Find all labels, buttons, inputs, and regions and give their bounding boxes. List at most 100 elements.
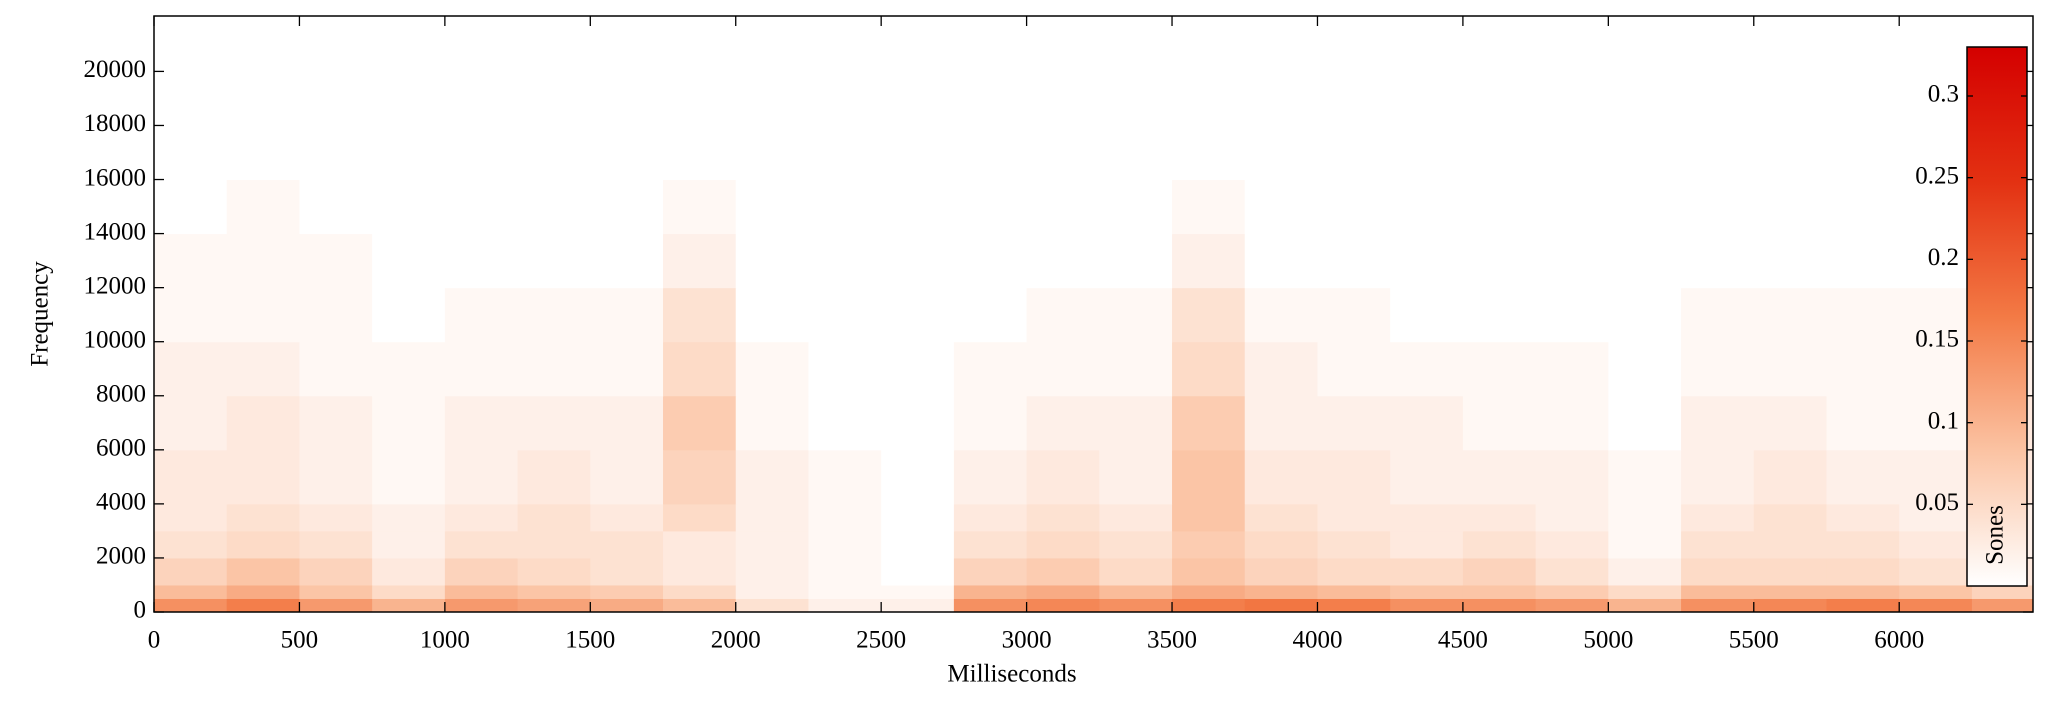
heatmap-cell <box>1172 557 1246 586</box>
heatmap-cell <box>154 16 228 181</box>
heatmap-cell <box>1099 584 1173 599</box>
heatmap-cell <box>735 503 809 532</box>
heatmap-cell <box>299 341 373 397</box>
heatmap-cell <box>808 16 882 181</box>
heatmap-cell <box>1899 449 1973 505</box>
heatmap-cell <box>808 287 882 343</box>
heatmap-cell <box>953 449 1028 505</box>
heatmap-cell <box>517 530 591 559</box>
heatmap-cell <box>1826 179 1900 235</box>
heatmap-cell <box>1826 16 1900 181</box>
heatmap-cell <box>1681 395 1755 451</box>
heatmap-cell <box>517 287 591 343</box>
heatmap-cell <box>1244 16 1318 181</box>
heatmap-cell <box>154 530 228 559</box>
heatmap-cell <box>299 287 373 343</box>
heatmap-cell <box>1608 287 1682 343</box>
heatmap-cell <box>1826 341 1900 397</box>
heatmap-cell <box>1317 16 1391 181</box>
heatmap-cell <box>590 449 664 505</box>
heatmap-cell <box>1608 179 1682 235</box>
heatmap-cell <box>444 179 519 235</box>
heatmap-cell <box>226 233 300 289</box>
heatmap-cell <box>953 179 1028 235</box>
heatmap-cell <box>1899 179 1973 235</box>
heatmap-cell <box>808 598 882 613</box>
heatmap-cell <box>1099 179 1173 235</box>
heatmap-cell <box>1172 179 1246 235</box>
heatmap-cell <box>663 449 737 505</box>
heatmap-cell <box>735 449 809 505</box>
colorbar-label: Sones <box>1982 505 2009 565</box>
heatmap-cell <box>517 557 591 586</box>
heatmap-cell <box>953 16 1028 181</box>
heatmap-cell <box>1099 503 1173 532</box>
heatmap-cell <box>1535 179 1609 235</box>
heatmap-cell <box>517 233 591 289</box>
heatmap-cell <box>1317 341 1391 397</box>
heatmap-cell <box>517 503 591 532</box>
heatmap-cell <box>1026 598 1100 613</box>
heatmap-cell <box>1899 341 1973 397</box>
heatmap-cell <box>517 16 591 181</box>
heatmap-cell <box>1244 287 1318 343</box>
heatmap-cell <box>1026 233 1100 289</box>
heatmap-cell <box>1390 598 1464 613</box>
heatmap-cell <box>444 233 519 289</box>
y-tick-label: 8000 <box>96 380 146 407</box>
heatmap-cell <box>1899 395 1973 451</box>
heatmap-cell <box>1317 233 1391 289</box>
heatmap-cell <box>444 287 519 343</box>
y-tick-label: 18000 <box>84 110 147 137</box>
heatmap-cell <box>1535 233 1609 289</box>
heatmap-cell <box>881 584 955 599</box>
heatmap-cell <box>1244 503 1318 532</box>
heatmap-cell <box>299 557 373 586</box>
x-tick-label: 3000 <box>1002 627 1052 654</box>
heatmap-cell <box>1390 530 1464 559</box>
heatmap-cell <box>1681 449 1755 505</box>
heatmap-cell <box>808 395 882 451</box>
x-tick-label: 5000 <box>1583 627 1633 654</box>
heatmap-cell <box>1462 287 1537 343</box>
heatmap-cell <box>663 179 737 235</box>
y-tick-label: 14000 <box>84 218 147 245</box>
heatmap-cell <box>299 584 373 599</box>
heatmap-cell <box>663 395 737 451</box>
heatmap-cell <box>1753 287 1827 343</box>
heatmap-cell <box>1172 584 1246 599</box>
y-tick-label: 6000 <box>96 435 146 462</box>
heatmap-cell <box>444 584 519 599</box>
heatmap-cell <box>953 598 1028 613</box>
x-tick-label: 5500 <box>1729 627 1779 654</box>
heatmap-cell <box>1681 179 1755 235</box>
heatmap-cell <box>444 530 519 559</box>
heatmap-cell <box>1462 557 1537 586</box>
heatmap-cell <box>1608 233 1682 289</box>
x-tick-label: 3500 <box>1147 627 1197 654</box>
heatmap-cell <box>1390 584 1464 599</box>
heatmap-cell <box>1317 598 1391 613</box>
heatmap-cell <box>1026 287 1100 343</box>
heatmap-cell <box>1535 287 1609 343</box>
heatmap-cell <box>1099 287 1173 343</box>
colorbar-tick-label: 0.3 <box>1928 81 1959 108</box>
colorbar <box>1966 46 2028 587</box>
heatmap-cell <box>372 584 446 599</box>
heatmap-cell <box>1535 584 1609 599</box>
heatmap-cell <box>517 179 591 235</box>
heatmap-cell <box>1826 287 1900 343</box>
heatmap-cell <box>1462 598 1537 613</box>
heatmap-cell <box>1172 449 1246 505</box>
heatmap-cell <box>590 557 664 586</box>
heatmap-cell <box>808 233 882 289</box>
heatmap-cell <box>1462 503 1537 532</box>
heatmap-cell <box>1535 598 1609 613</box>
heatmap-cell <box>1244 395 1318 451</box>
heatmap-cell <box>590 584 664 599</box>
heatmap-cell <box>1608 341 1682 397</box>
heatmap-cell <box>1390 557 1464 586</box>
heatmap-cell <box>1608 16 1682 181</box>
x-tick-label: 0 <box>148 627 161 654</box>
